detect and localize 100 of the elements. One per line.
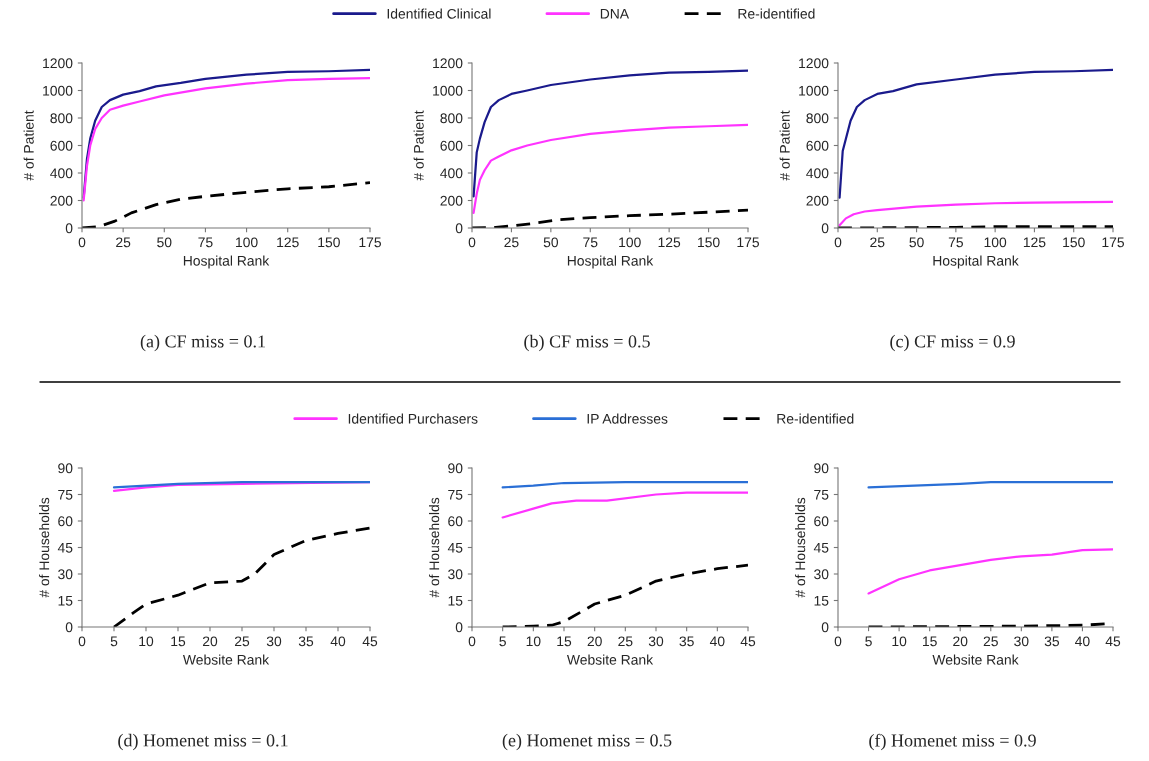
text: (c) CF miss = 0.9 (890, 334, 1015, 352)
x-tick-label: 35 (298, 636, 314, 647)
x-tick-label: 10 (526, 636, 541, 647)
y-tick-label: 600 (440, 140, 463, 151)
y-tick-label: 400 (806, 168, 829, 179)
legend-label: Identified Purchasers (348, 413, 478, 424)
y-tick-label: 200 (440, 195, 463, 206)
x-tick-label: 0 (78, 237, 86, 248)
line-series (472, 69, 748, 198)
x-tick-label: 125 (1023, 237, 1046, 248)
x-tick-label: 25 (504, 237, 519, 248)
x-tick-label: 75 (198, 237, 213, 248)
x-tick-label: 10 (892, 636, 907, 647)
x-tick-label: 35 (679, 636, 694, 647)
x-tick-label: 20 (202, 636, 218, 647)
y-axis-title: # of Patient (779, 110, 790, 181)
y-tick-label: 90 (58, 463, 73, 474)
y-axis-title: # of Households (39, 497, 50, 598)
line-series (838, 68, 1113, 199)
x-tick-label: 0 (468, 237, 476, 248)
legend-label: Re-identified (777, 413, 854, 424)
x-tick-label: 40 (330, 636, 346, 647)
y-tick-label: 30 (814, 569, 829, 580)
x-tick-label: 25 (618, 636, 633, 647)
x-tick-label: 0 (468, 636, 476, 647)
x-tick-label: 50 (909, 237, 924, 248)
x-tick-label: 0 (78, 636, 86, 647)
y-tick-label: 1200 (799, 58, 829, 69)
x-tick-label: 20 (953, 636, 968, 647)
y-tick-label: 400 (50, 168, 73, 179)
y-tick-label: 15 (814, 595, 829, 606)
legend-label: IP Addresses (587, 413, 668, 424)
x-tick-label: 15 (923, 636, 937, 647)
y-tick-label: 30 (448, 569, 463, 580)
y-tick-label: 600 (50, 140, 73, 151)
x-tick-label: 30 (648, 636, 664, 647)
y-tick-label: 30 (58, 569, 73, 580)
text: (b) CF miss = 0.5 (524, 334, 650, 352)
x-tick-label: 75 (948, 237, 963, 248)
y-tick-label: 60 (448, 516, 463, 527)
x-tick-label: 45 (1105, 636, 1121, 647)
text: (e) Homenet miss = 0.5 (502, 733, 672, 751)
legend-label: Re-identified (738, 8, 815, 19)
x-tick-label: 75 (583, 237, 598, 248)
y-tick-label: 45 (813, 542, 829, 553)
y-tick-label: 0 (455, 223, 463, 234)
legend-label: Identified Clinical (387, 8, 491, 19)
x-tick-label: 5 (499, 636, 506, 647)
x-tick-label: 45 (362, 636, 378, 647)
y-tick-label: 200 (50, 195, 73, 206)
x-tick-label: 100 (236, 237, 258, 248)
x-axis-title: Hospital Rank (567, 255, 654, 269)
y-tick-label: 15 (448, 595, 463, 606)
y-axis-title: # of Households (429, 497, 440, 598)
y-tick-label: 400 (440, 168, 463, 179)
y-tick-label: 60 (814, 516, 829, 527)
x-tick-label: 150 (698, 237, 720, 248)
x-axis-title: Website Rank (932, 654, 1019, 665)
y-tick-label: 800 (50, 113, 73, 124)
y-tick-label: 90 (814, 463, 829, 474)
y-tick-label: 1200 (43, 58, 73, 69)
line-series (867, 548, 1113, 595)
y-tick-label: 90 (448, 463, 463, 474)
y-tick-label: 75 (58, 489, 73, 500)
x-tick-label: 125 (277, 237, 299, 248)
x-tick-label: 40 (1075, 636, 1090, 647)
text: (a) CF miss = 0.1 (140, 334, 265, 352)
y-tick-label: 0 (821, 223, 829, 234)
y-tick-label: 600 (806, 140, 829, 151)
y-tick-label: 0 (821, 622, 829, 633)
x-tick-label: 175 (359, 237, 382, 248)
x-tick-label: 100 (984, 237, 1007, 248)
y-axis-title: # of Patient (413, 110, 424, 181)
y-axis-title: # of Patient (23, 110, 34, 181)
y-tick-label: 1200 (433, 58, 463, 69)
x-axis-title: Hospital Rank (933, 255, 1019, 269)
y-tick-label: 60 (58, 516, 73, 527)
x-tick-label: 5 (865, 636, 872, 647)
x-tick-label: 35 (1044, 636, 1060, 647)
x-tick-label: 45 (740, 636, 756, 647)
x-tick-label: 100 (619, 237, 641, 248)
y-tick-label: 1000 (43, 85, 73, 96)
x-axis-title: Website Rank (182, 654, 270, 665)
x-tick-label: 25 (983, 636, 998, 647)
y-tick-label: 1000 (433, 85, 463, 96)
x-tick-label: 25 (870, 237, 885, 248)
line-series (501, 491, 748, 519)
x-tick-label: 15 (171, 636, 186, 647)
y-tick-label: 45 (447, 542, 463, 553)
line-series (112, 526, 370, 627)
x-tick-label: 20 (587, 636, 602, 647)
x-tick-label: 125 (658, 237, 681, 248)
x-tick-label: 0 (834, 636, 842, 647)
x-tick-label: 150 (1063, 237, 1085, 248)
y-tick-label: 0 (65, 223, 73, 234)
y-tick-label: 75 (448, 489, 463, 500)
y-tick-label: 800 (806, 113, 829, 124)
x-tick-label: 175 (1102, 237, 1125, 248)
x-tick-label: 40 (709, 636, 725, 647)
y-tick-label: 45 (57, 542, 73, 553)
